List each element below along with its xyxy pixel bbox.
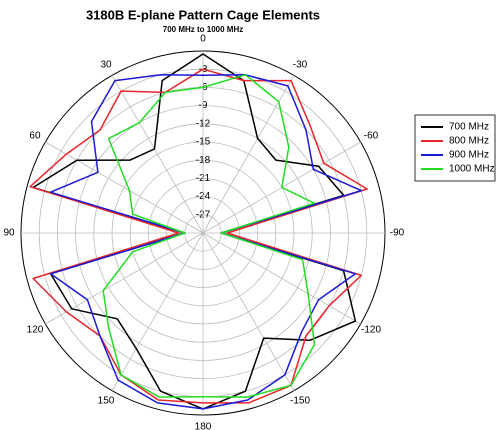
legend-label: 800 MHz <box>449 136 489 147</box>
legend-label: 1000 MHz <box>449 164 495 175</box>
theta-tick-label: -150 <box>290 396 310 407</box>
series-line <box>32 53 357 410</box>
theta-tick-label: -60 <box>364 131 379 142</box>
grid-spoke <box>111 75 204 234</box>
grid-spoke <box>111 232 204 391</box>
series-line <box>102 74 316 398</box>
series-line <box>49 74 362 410</box>
theta-tick-label: 60 <box>29 131 41 142</box>
legend-label: 900 MHz <box>449 150 489 161</box>
grid-spoke <box>202 232 295 391</box>
theta-tick-label: -90 <box>390 228 405 239</box>
grid-spoke <box>202 232 361 325</box>
grid-spoke <box>45 141 204 234</box>
chart-title: 3180B E-plane Pattern Cage Elements <box>86 7 320 22</box>
legend-label: 700 MHz <box>449 122 489 133</box>
theta-tick-label: 90 <box>3 228 15 239</box>
theta-tick-label: 120 <box>27 325 44 336</box>
theta-tick-label: 0 <box>200 34 206 45</box>
theta-tick-label: -120 <box>361 325 381 336</box>
grid-spoke <box>45 232 204 325</box>
theta-tick-label: 30 <box>100 60 112 71</box>
theta-tick-label: 180 <box>195 422 212 430</box>
series-line <box>29 68 368 404</box>
theta-tick-label: 150 <box>98 396 115 407</box>
chart-subtitle: 700 MHz to 1000 MHz <box>163 25 243 34</box>
theta-tick-label: -30 <box>293 60 308 71</box>
